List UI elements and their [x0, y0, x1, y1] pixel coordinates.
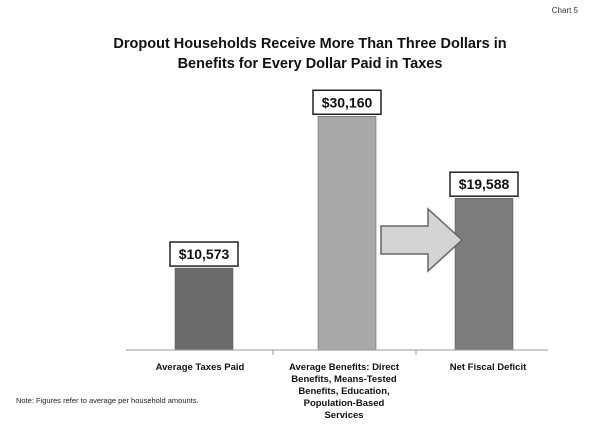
bar-net-fiscal-deficit [454, 197, 514, 351]
data-label-net-fiscal-deficit: $19,588 [449, 171, 519, 197]
category-label-net-fiscal-deficit: Net Fiscal Deficit [418, 362, 558, 374]
data-labels-layer: $10,573 $30,160 $19,588 [169, 89, 519, 267]
category-label-average-benefits: Average Benefits: Direct Benefits, Means… [274, 362, 414, 422]
chart-title: Dropout Households Receive More Than Thr… [60, 34, 560, 74]
category-label-line: Average Benefits: Direct [289, 362, 399, 373]
category-label-line: Benefits, Means-Tested [291, 374, 397, 385]
chart-footnote: Note: Figures refer to average per house… [16, 396, 199, 405]
category-label-line: Average Taxes Paid [155, 362, 245, 373]
bars-layer [174, 116, 514, 351]
data-label-text: $10,573 [179, 246, 230, 262]
category-label-line: Benefits, Education, [298, 386, 390, 397]
category-label-line: Net Fiscal Deficit [449, 362, 527, 373]
right-arrow-icon [380, 207, 464, 273]
bar-average-benefits [317, 116, 377, 351]
data-label-box [169, 241, 239, 267]
data-label-text: $30,160 [322, 94, 373, 110]
data-label-average-benefits: $30,160 [312, 89, 382, 116]
chart-title-line-2: Benefits for Every Dollar Paid in Taxes [177, 56, 443, 72]
category-label-line: Population-Based [303, 398, 385, 409]
category-label-average-taxes-paid: Average Taxes Paid [130, 362, 270, 374]
category-label-line: Services [324, 410, 364, 421]
chart-title-line-1: Dropout Households Receive More Than Thr… [113, 36, 507, 52]
data-label-text: $19,588 [459, 176, 510, 192]
chart-number-label: Chart 5 [551, 6, 578, 15]
data-label-box [449, 171, 519, 197]
data-label-average-taxes-paid: $10,573 [169, 241, 239, 267]
bar-average-taxes-paid [174, 267, 234, 351]
data-label-box [312, 89, 382, 116]
